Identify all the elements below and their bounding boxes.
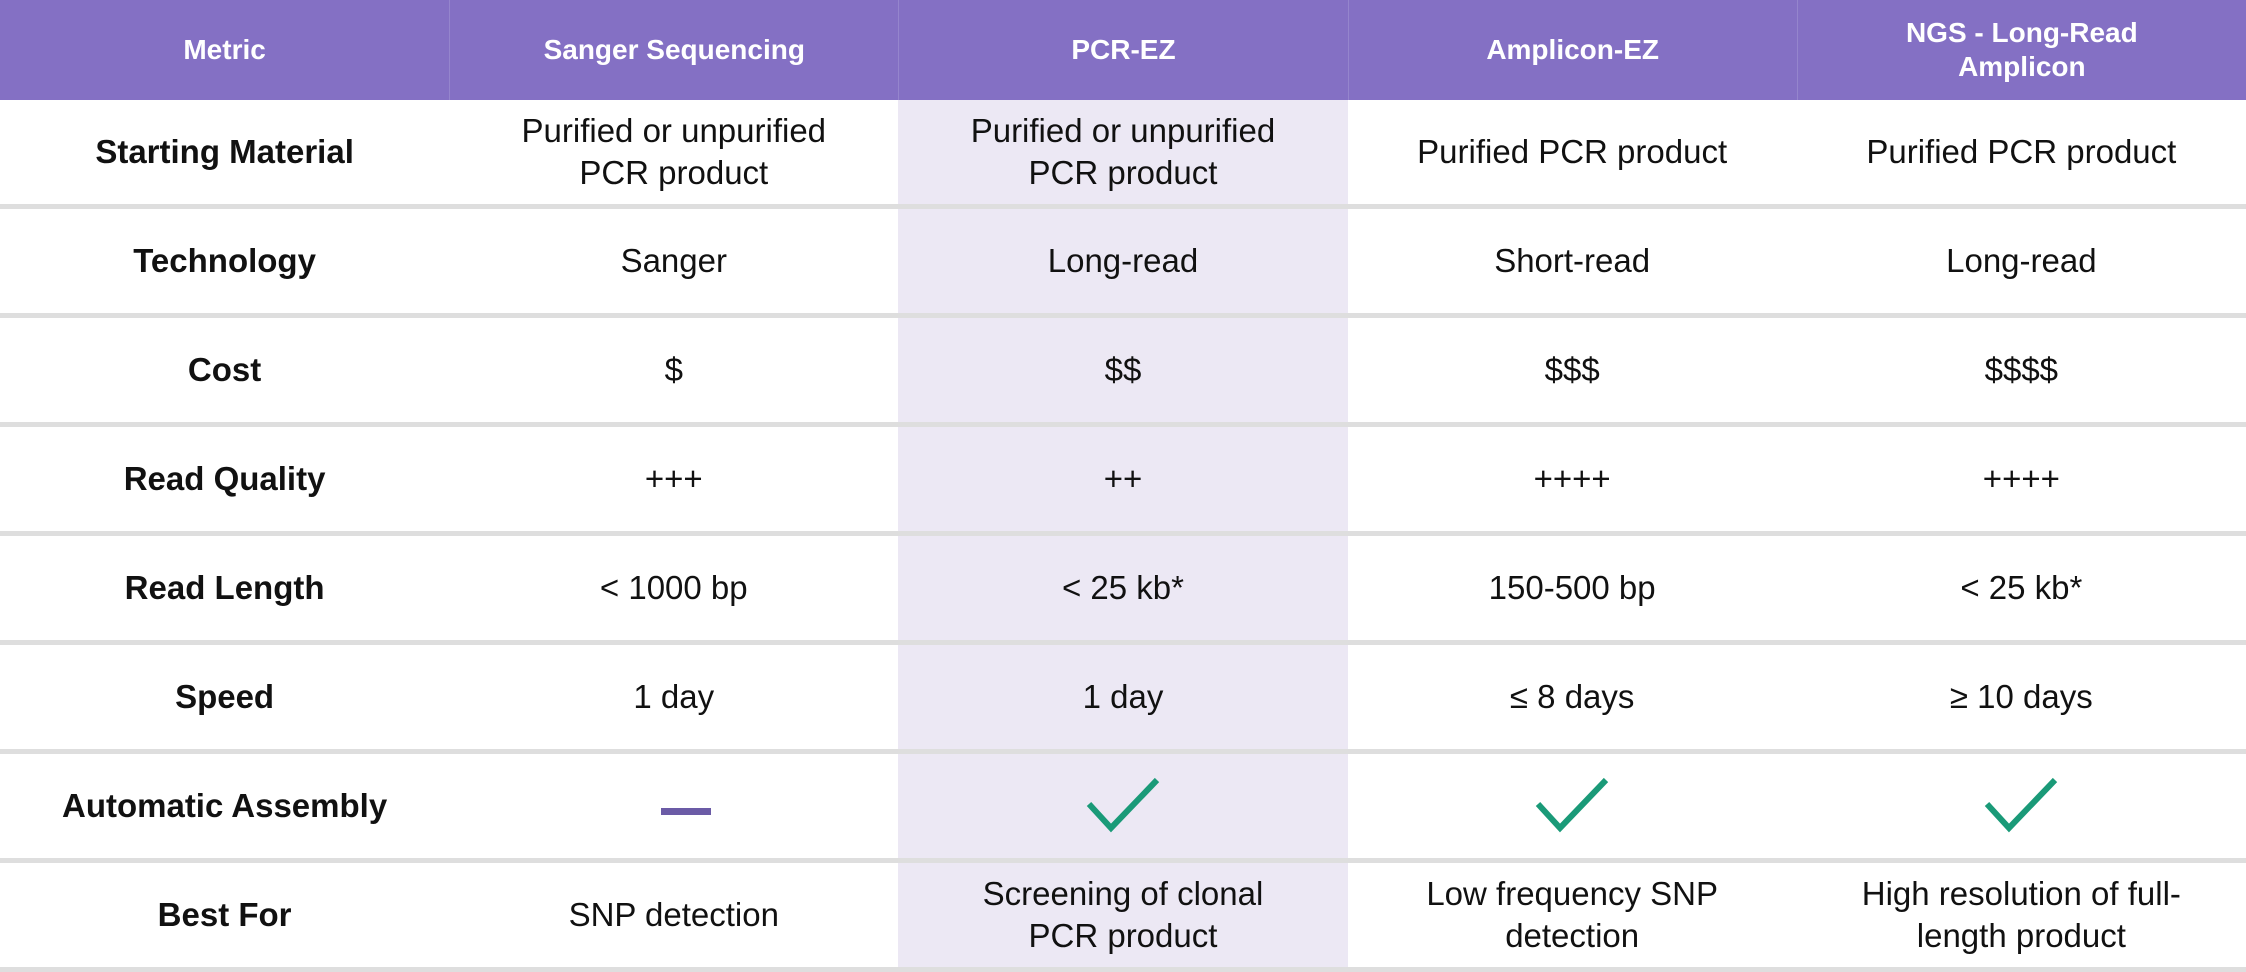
table-cell: ++: [898, 427, 1348, 536]
table-cell: Short-read: [1347, 209, 1797, 318]
table-cell: SNP detection: [449, 863, 899, 972]
table-cell: Screening of clonal PCR product: [898, 863, 1348, 972]
table-cell: < 25 kb*: [1796, 536, 2246, 645]
table-cell: Purified or unpurified PCR product: [449, 100, 899, 209]
metric-label: Starting Material: [0, 100, 450, 209]
table-cell: Purified PCR product: [1796, 100, 2246, 209]
table-cell: Purified or unpurified PCR product: [898, 100, 1348, 209]
table-cell: 1 day: [898, 645, 1348, 754]
column-header: NGS - Long-Read Amplicon: [1796, 0, 2246, 100]
table-cell: $: [449, 318, 899, 427]
table-cell: Sanger: [449, 209, 899, 318]
table-cell: Low frequency SNP detection: [1347, 863, 1797, 972]
table-cell: $$: [898, 318, 1348, 427]
metric-label: Read Quality: [0, 427, 450, 536]
table-cell: Long-read: [898, 209, 1348, 318]
check-icon: [1086, 777, 1160, 833]
table-cell: ++++: [1347, 427, 1797, 536]
check-icon: [1535, 777, 1609, 833]
metric-label: Speed: [0, 645, 450, 754]
table-cell: 1 day: [449, 645, 899, 754]
metric-label: Cost: [0, 318, 450, 427]
metric-label: Read Length: [0, 536, 450, 645]
table-cell: [449, 754, 899, 863]
table-cell: 150-500 bp: [1347, 536, 1797, 645]
column-header: Sanger Sequencing: [449, 0, 899, 100]
table-cell: [898, 754, 1348, 863]
column-header: Metric: [0, 0, 450, 100]
column-header: PCR-EZ: [898, 0, 1348, 100]
metric-label: Best For: [0, 863, 450, 972]
table-cell: $$$: [1347, 318, 1797, 427]
metric-label: Automatic Assembly: [0, 754, 450, 863]
table-cell: $$$$: [1796, 318, 2246, 427]
check-icon: [1985, 777, 2058, 833]
table-cell: [1796, 754, 2246, 863]
table-cell: < 25 kb*: [898, 536, 1348, 645]
table-cell: Long-read: [1796, 209, 2246, 318]
table-cell: ≥ 10 days: [1796, 645, 2246, 754]
table-cell: ≤ 8 days: [1347, 645, 1797, 754]
table-cell: High resolution of full-length product: [1796, 863, 2246, 972]
table-cell: < 1000 bp: [449, 536, 899, 645]
dash-icon: [660, 807, 711, 815]
metric-label: Technology: [0, 209, 450, 318]
table-cell: +++: [449, 427, 899, 536]
table-cell: [1347, 754, 1797, 863]
table-cell: Purified PCR product: [1347, 100, 1797, 209]
table-cell: ++++: [1796, 427, 2246, 536]
column-header: Amplicon-EZ: [1347, 0, 1797, 100]
